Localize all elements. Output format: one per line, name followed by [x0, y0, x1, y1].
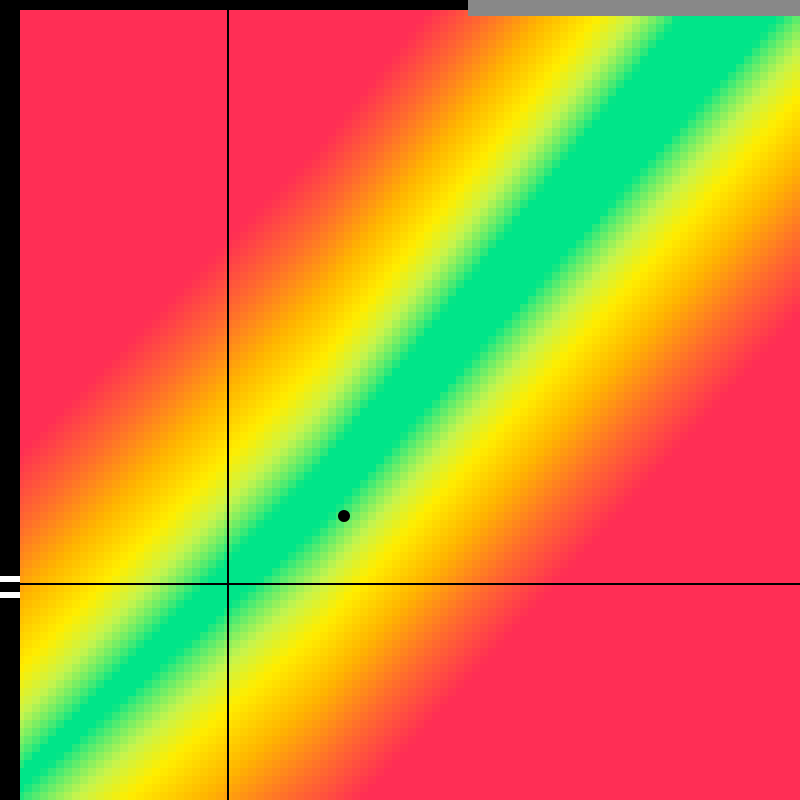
marker-point: [338, 510, 350, 522]
heatmap-chart: [0, 0, 800, 800]
left-tick-gap-2: [0, 592, 20, 598]
border-left-black: [0, 0, 20, 800]
axis-vertical: [227, 0, 229, 800]
left-tick-gap-1: [0, 576, 20, 582]
axis-horizontal: [0, 583, 800, 585]
border-top-gray: [468, 0, 800, 16]
border-top-black: [0, 0, 468, 10]
heatmap-canvas: [0, 0, 800, 800]
